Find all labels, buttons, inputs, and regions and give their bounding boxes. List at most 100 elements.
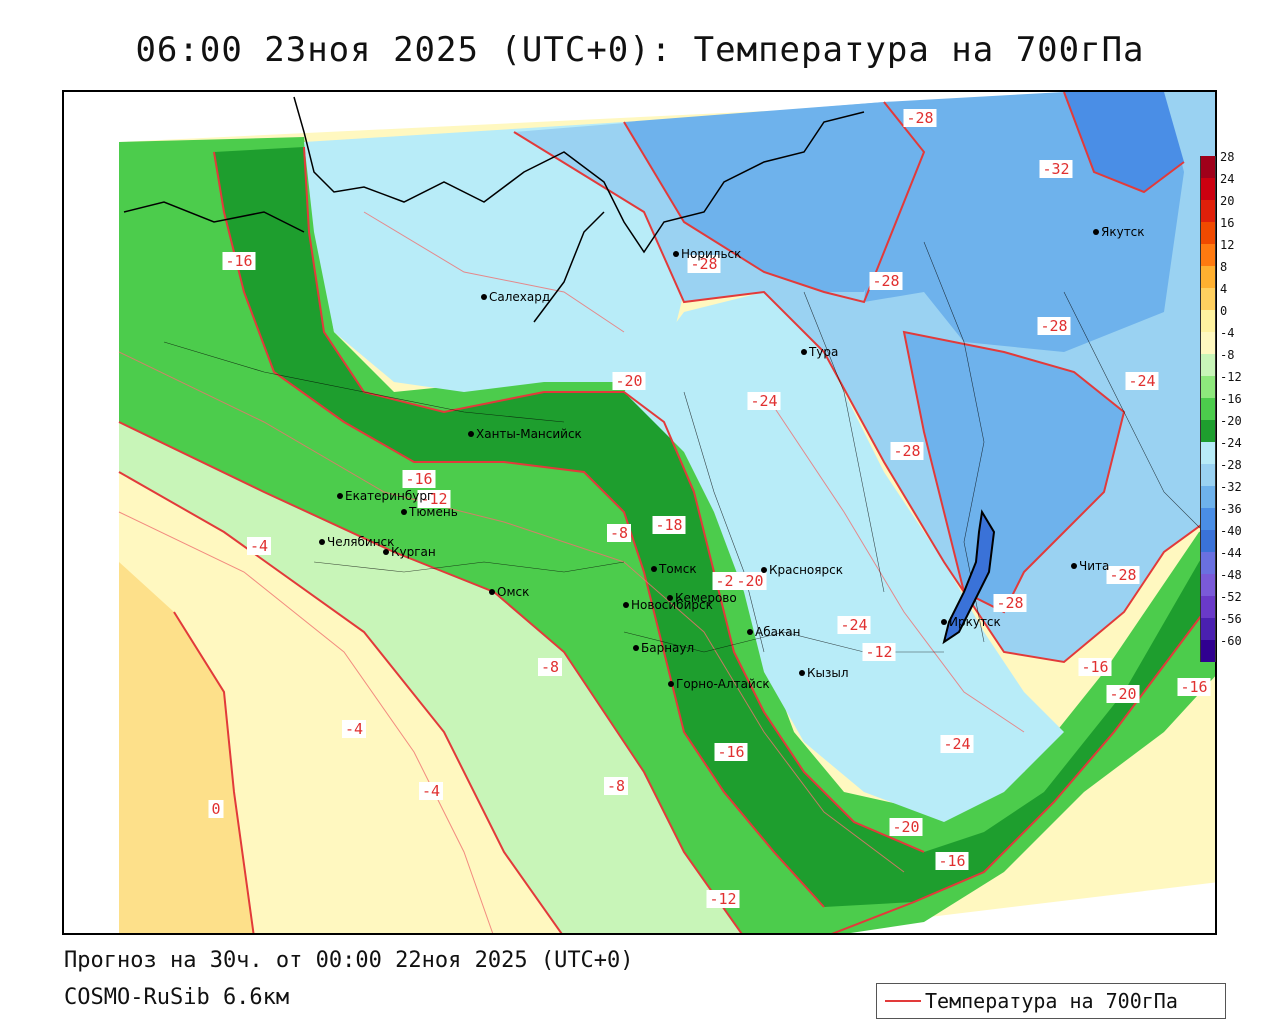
city-marker: Барнаул bbox=[633, 641, 694, 655]
contour-label: -12 bbox=[862, 643, 896, 661]
colorbar-tick-label: -60 bbox=[1220, 634, 1242, 648]
colorbar-segment bbox=[1200, 574, 1216, 596]
contour-label: -24 bbox=[837, 616, 871, 634]
colorbar-tick-label: -56 bbox=[1220, 612, 1242, 626]
contour-label-text: -28 bbox=[893, 442, 920, 460]
model-name: COSMO-RuSib 6.6км bbox=[64, 985, 290, 1010]
contour-label: -24 bbox=[940, 735, 974, 753]
contour-label-text: 0 bbox=[211, 800, 220, 818]
city-marker: Салехард bbox=[481, 290, 550, 304]
contour-label: -20 bbox=[1106, 685, 1140, 703]
city-label: Тюмень bbox=[408, 505, 458, 519]
contour-label-box bbox=[889, 818, 923, 836]
map-legend: Температура на 700гПа bbox=[876, 983, 1226, 1019]
city-marker: Ханты-Мансийск bbox=[468, 427, 582, 441]
contour-label-text: -8 bbox=[541, 658, 559, 676]
city-label: Абакан bbox=[755, 625, 800, 639]
city-dot bbox=[633, 645, 639, 651]
colorbar-tick-label: 4 bbox=[1220, 282, 1228, 296]
colorbar-segment bbox=[1200, 376, 1216, 398]
colorbar-segments bbox=[1200, 156, 1216, 662]
contour-label: -20 bbox=[612, 372, 646, 390]
city-dot bbox=[941, 619, 947, 625]
forecast-info: Прогноз на 30ч. от 00:00 22ноя 2025 (UTC… bbox=[64, 948, 634, 973]
city-marker: Якутск bbox=[1093, 225, 1145, 239]
colorbar-segment bbox=[1200, 310, 1216, 332]
contour-label-box bbox=[604, 777, 628, 795]
contour-label-text: -16 bbox=[1180, 678, 1207, 696]
city-label: Кемерово bbox=[675, 591, 737, 605]
city-dot bbox=[383, 549, 389, 555]
temperature-colorbar: 28 24 20 16 12 8 4 0 -4 -8 -12 -16 -20 -24 -28 -32 -36 -4… bbox=[1200, 150, 1242, 662]
city-dot bbox=[623, 602, 629, 608]
city-label: Омск bbox=[497, 585, 529, 599]
contour-labels: -16 -16 -12 -4 -20 -28 -28 -32 -28 -28 -24 -28 -24 -2… bbox=[208, 109, 1211, 908]
city-dot bbox=[801, 349, 807, 355]
contour-label: -28 bbox=[890, 442, 924, 460]
colorbar-tick-label: -44 bbox=[1220, 546, 1242, 560]
map-title: 06:00 23ноя 2025 (UTC+0): Температура на… bbox=[135, 30, 1145, 70]
contour-label-text: -20 bbox=[892, 818, 919, 836]
colorbar-tick-label: -4 bbox=[1220, 326, 1235, 340]
contour-label-box bbox=[869, 272, 903, 290]
colorbar-segment bbox=[1200, 552, 1216, 574]
colorbar-tick-label: 0 bbox=[1220, 304, 1228, 318]
contour-label-box bbox=[890, 442, 924, 460]
contour-label-box bbox=[1106, 566, 1140, 584]
colorbar-tick-label: -40 bbox=[1220, 524, 1242, 538]
city-dot bbox=[673, 251, 679, 257]
city-dot bbox=[668, 681, 674, 687]
contour-label-text: -28 bbox=[1040, 317, 1067, 335]
colorbar-tick-label: 8 bbox=[1220, 260, 1228, 274]
contour-label-box bbox=[652, 516, 686, 534]
map-panel: -16 -16 -12 -4 -20 -28 -28 -32 -28 -28 -24 -28 -24 -2… bbox=[62, 90, 1217, 935]
colorbar-tick-label: -16 bbox=[1220, 392, 1242, 406]
colorbar-tick-label: -8 bbox=[1220, 348, 1235, 362]
colorbar-tick-label: -36 bbox=[1220, 502, 1242, 516]
contour-label-box bbox=[607, 524, 631, 542]
colorbar-tick-label: -28 bbox=[1220, 458, 1242, 472]
colorbar-tick-label: -12 bbox=[1220, 370, 1242, 384]
colorbar-segment bbox=[1200, 618, 1216, 640]
city-label: Горно-Алтайск bbox=[676, 677, 770, 691]
contour-label-box bbox=[1037, 317, 1071, 335]
contour-label-box bbox=[419, 782, 443, 800]
contour-label-text: -20 bbox=[1109, 685, 1136, 703]
contour-label-text: -18 bbox=[655, 516, 682, 534]
city-dot bbox=[667, 595, 673, 601]
contour-label-text: -24 bbox=[1128, 372, 1155, 390]
contour-label-box bbox=[935, 852, 969, 870]
contour-label-text: -28 bbox=[996, 594, 1023, 612]
contour-label: -28 bbox=[1037, 317, 1071, 335]
city-label: Кызыл bbox=[807, 666, 849, 680]
contour-label-box bbox=[208, 800, 224, 818]
contour-label-box bbox=[247, 537, 271, 555]
contour-label-text: -16 bbox=[1081, 658, 1108, 676]
contour-label-box bbox=[1177, 678, 1211, 696]
city-dot bbox=[747, 629, 753, 635]
city-marker: Красноярск bbox=[761, 563, 843, 577]
contour-label-box bbox=[837, 616, 871, 634]
contour-label-box bbox=[940, 735, 974, 753]
contour-label-box bbox=[1106, 685, 1140, 703]
colorbar-tick-label: -48 bbox=[1220, 568, 1242, 582]
city-marker: Кемерово bbox=[667, 591, 737, 605]
city-marker: Томск bbox=[651, 562, 697, 576]
contour-label-text: -16 bbox=[938, 852, 965, 870]
contour-label: -12 bbox=[706, 890, 740, 908]
contour-label: -8 bbox=[604, 777, 628, 795]
city-marker: Новосибирск bbox=[623, 598, 713, 612]
colorbar-tick-label: 28 bbox=[1220, 150, 1235, 164]
colorbar-segment bbox=[1200, 530, 1216, 552]
city-label: Курган bbox=[391, 545, 436, 559]
contour-label: -16 bbox=[402, 470, 436, 488]
contour-label-box bbox=[1125, 372, 1159, 390]
colorbar-segment bbox=[1200, 464, 1216, 486]
contour-label-text: -20 bbox=[736, 572, 763, 590]
contour-label-text: -8 bbox=[607, 777, 625, 795]
city-label: Томск bbox=[658, 562, 697, 576]
city-label: Якутск bbox=[1101, 225, 1145, 239]
contour-label: -16 bbox=[935, 852, 969, 870]
city-label: Иркутск bbox=[949, 615, 1001, 629]
contour-label: -4 bbox=[342, 720, 366, 738]
